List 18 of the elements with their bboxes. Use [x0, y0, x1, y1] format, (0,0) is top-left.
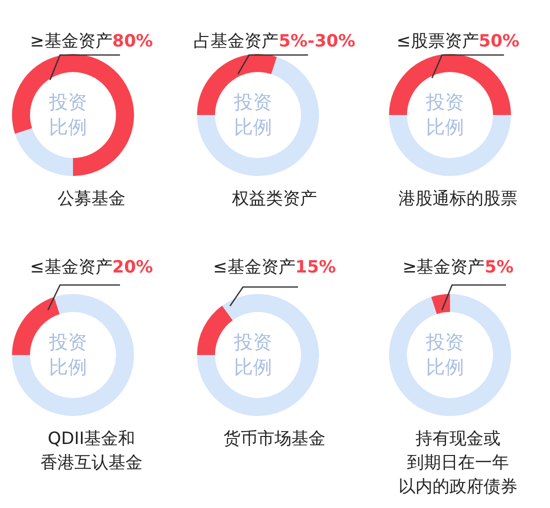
text: 投资比例	[48, 332, 87, 378]
text: 投资比例	[233, 332, 272, 378]
chart-title: ≥基金资产5%	[402, 258, 514, 278]
chart-title: 占基金资产5%-30%	[194, 32, 356, 52]
text: 投资比例	[233, 92, 272, 138]
chart-title: ≤股票资产50%	[396, 32, 520, 52]
text: 投资比例	[425, 92, 464, 138]
text: 权益类资产	[231, 189, 317, 209]
chart-title: ≥基金资产80%	[30, 32, 153, 52]
text: 港股通标的股票	[398, 189, 518, 209]
text: 持有现金或到期日在一年以内的政府债券	[398, 429, 518, 497]
text: 投资比例	[425, 332, 464, 378]
text: 公募基金	[58, 189, 126, 209]
text: 货币市场基金	[224, 429, 326, 449]
chart-title: ≤基金资产15%	[213, 258, 336, 278]
text: 投资比例	[48, 92, 87, 138]
chart-title: ≤基金资产20%	[30, 258, 153, 278]
text: QDII基金和香港互认基金	[40, 429, 142, 473]
